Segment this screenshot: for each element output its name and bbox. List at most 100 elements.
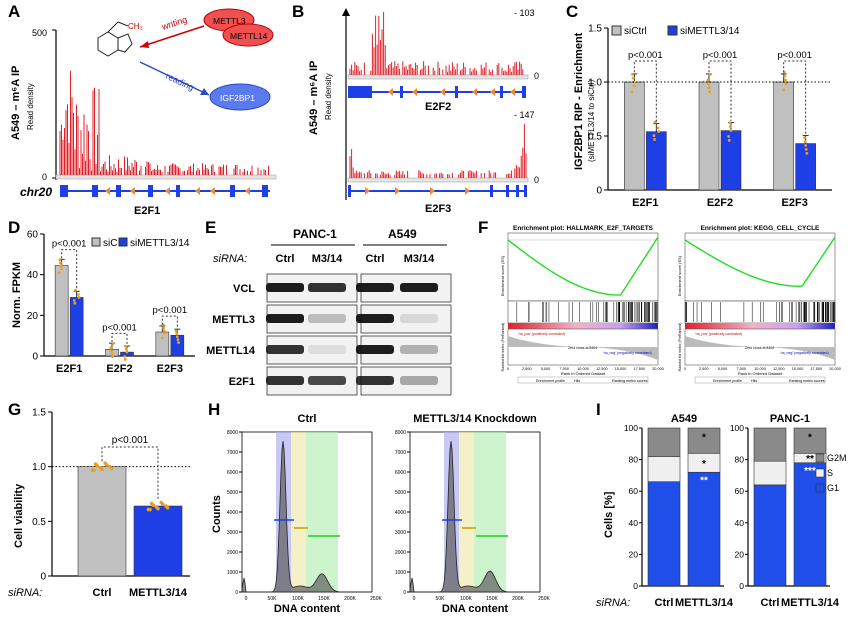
s-gate [291, 432, 306, 592]
panel-e-western-blot: PANC-1 A549 siRNA: Ctrl M3/14 Ctrl M3/14 VCL… [206, 227, 452, 396]
exon-mark [400, 86, 403, 98]
y-tick-label: 4000 [395, 510, 406, 516]
blot-row-label: E2F1 [229, 376, 255, 388]
lane-label: Ctrl [276, 253, 295, 265]
y-tick-label: 0 [32, 352, 38, 363]
replicate-point [175, 335, 179, 339]
panel-a-ylabel-sub: Read density [26, 83, 35, 130]
panel-label-g: G [8, 400, 22, 419]
strand-arrow-icon [130, 187, 135, 195]
bar [624, 81, 645, 191]
replicate-point [162, 326, 165, 330]
p-value-label: p<0.001 [102, 322, 137, 333]
gsea-es-box [507, 232, 659, 302]
x-tick-label: 0 [245, 596, 248, 602]
gsea-rank-label: Ranked list metric (PreRanked) [678, 323, 682, 372]
panel-label-f: F [478, 218, 489, 237]
strand-arrow-icon [465, 187, 470, 195]
enrichment-curve [507, 236, 659, 296]
gsea-x-tick: 7,500 [736, 367, 746, 371]
strand-arrow-icon [105, 187, 110, 195]
y-tick-label: 60 [27, 230, 39, 241]
significance-bracket [111, 332, 128, 345]
s-gate [459, 432, 474, 592]
replicate-point [805, 151, 809, 155]
replicate-point [174, 329, 178, 333]
y-tick-label: 1.0 [32, 462, 46, 473]
stack-segment [753, 484, 787, 587]
stack-segment [753, 427, 787, 462]
stack-title: PANC-1 [770, 413, 810, 425]
y-tick-label: 5000 [395, 490, 406, 496]
stack-segment [647, 427, 681, 457]
replicate-point [657, 130, 661, 134]
legend-label-kd: siMETTL3/14 [680, 26, 740, 37]
gsea-x-tick: 12,500 [773, 367, 785, 371]
gsea-neg-label: 'na_neg' (negatively correlated) [603, 351, 652, 355]
replicate-point [123, 355, 126, 358]
stack-segment [647, 481, 681, 587]
replicate-point [103, 461, 107, 465]
strand-arrow-icon [245, 187, 250, 195]
bar [77, 466, 127, 577]
panel-a-gene-track [60, 185, 268, 197]
replicate-point [653, 120, 657, 124]
replicate-point [93, 462, 98, 466]
legend-label-ctrl: siCtrl [624, 26, 647, 37]
reading-arrow-icon [139, 61, 210, 96]
replicate-point [77, 296, 81, 299]
stack-segment [793, 462, 827, 587]
mettl14-icon [222, 23, 274, 47]
category-label: E2F3 [157, 363, 183, 375]
bar [698, 81, 720, 191]
y-tick-label: 20 [629, 549, 639, 559]
gsea-x-tick: 2,500 [522, 367, 532, 371]
panel-g-chart: 0 0.5 1.0 1.5 Ctrl METTL3/14 p<0.001 Cell viabi… [8, 408, 190, 599]
legend-swatch-ctrl [91, 237, 101, 247]
y-tick-label: 20 [735, 549, 745, 559]
replicate-point [160, 336, 164, 340]
panel-e-sirna: siRNA: [213, 253, 247, 265]
gsea-x-tick: 20,000 [652, 367, 664, 371]
replicate-point [60, 267, 64, 270]
gsea-rank-colorbar [508, 323, 658, 329]
replicate-point [73, 301, 77, 305]
panel-b-ylabel-sub: Read density [324, 73, 333, 120]
x-tick-label: 0 [413, 596, 416, 602]
replicate-point [728, 121, 732, 125]
panel-d-chart: 0 20 40 60 E2F1 p<0.001 E2F2 p<0.001 E2F3 p<0.001… [11, 230, 195, 375]
p-value-label: p<0.001 [153, 305, 188, 316]
bar [170, 334, 185, 357]
strand-arrow-icon [510, 88, 515, 96]
replicate-point [631, 76, 635, 80]
x-tick-label: 200K [344, 596, 356, 602]
panel-b-peaks-e2f3 [349, 124, 527, 178]
igf2bp1-label: IGF2BP1 [220, 93, 255, 103]
gsea-x-tick: 15,000 [615, 367, 627, 371]
mettl3-label: METTL3 [213, 16, 246, 26]
legend-swatch [815, 468, 825, 478]
bar [720, 130, 742, 191]
panel-a-chrom: chr20 [20, 185, 52, 199]
panel-b-gene1: E2F2 [425, 101, 451, 113]
exon-mark [116, 185, 121, 197]
bar [155, 331, 170, 357]
replicate-point [159, 500, 163, 505]
replicate-point [803, 140, 807, 144]
blot-band [308, 314, 346, 323]
panel-label-a: A [8, 2, 21, 21]
legend-label-kd: siMETTL3/14 [130, 238, 190, 249]
blot-band [266, 314, 304, 323]
flow-ylabel: Counts [211, 495, 223, 533]
exon-mark [176, 185, 180, 197]
y-tick-label: 7000 [395, 450, 406, 456]
gsea-zero-cross: Zero cross at 8404 [745, 346, 774, 350]
blot-band [400, 345, 438, 354]
writing-label: writing [160, 14, 189, 32]
y-tick-label: 40 [27, 270, 39, 281]
category-label: Ctrl [655, 597, 674, 609]
significance-star: ** [700, 475, 708, 486]
y-tick-label: 1.0 [588, 78, 602, 89]
